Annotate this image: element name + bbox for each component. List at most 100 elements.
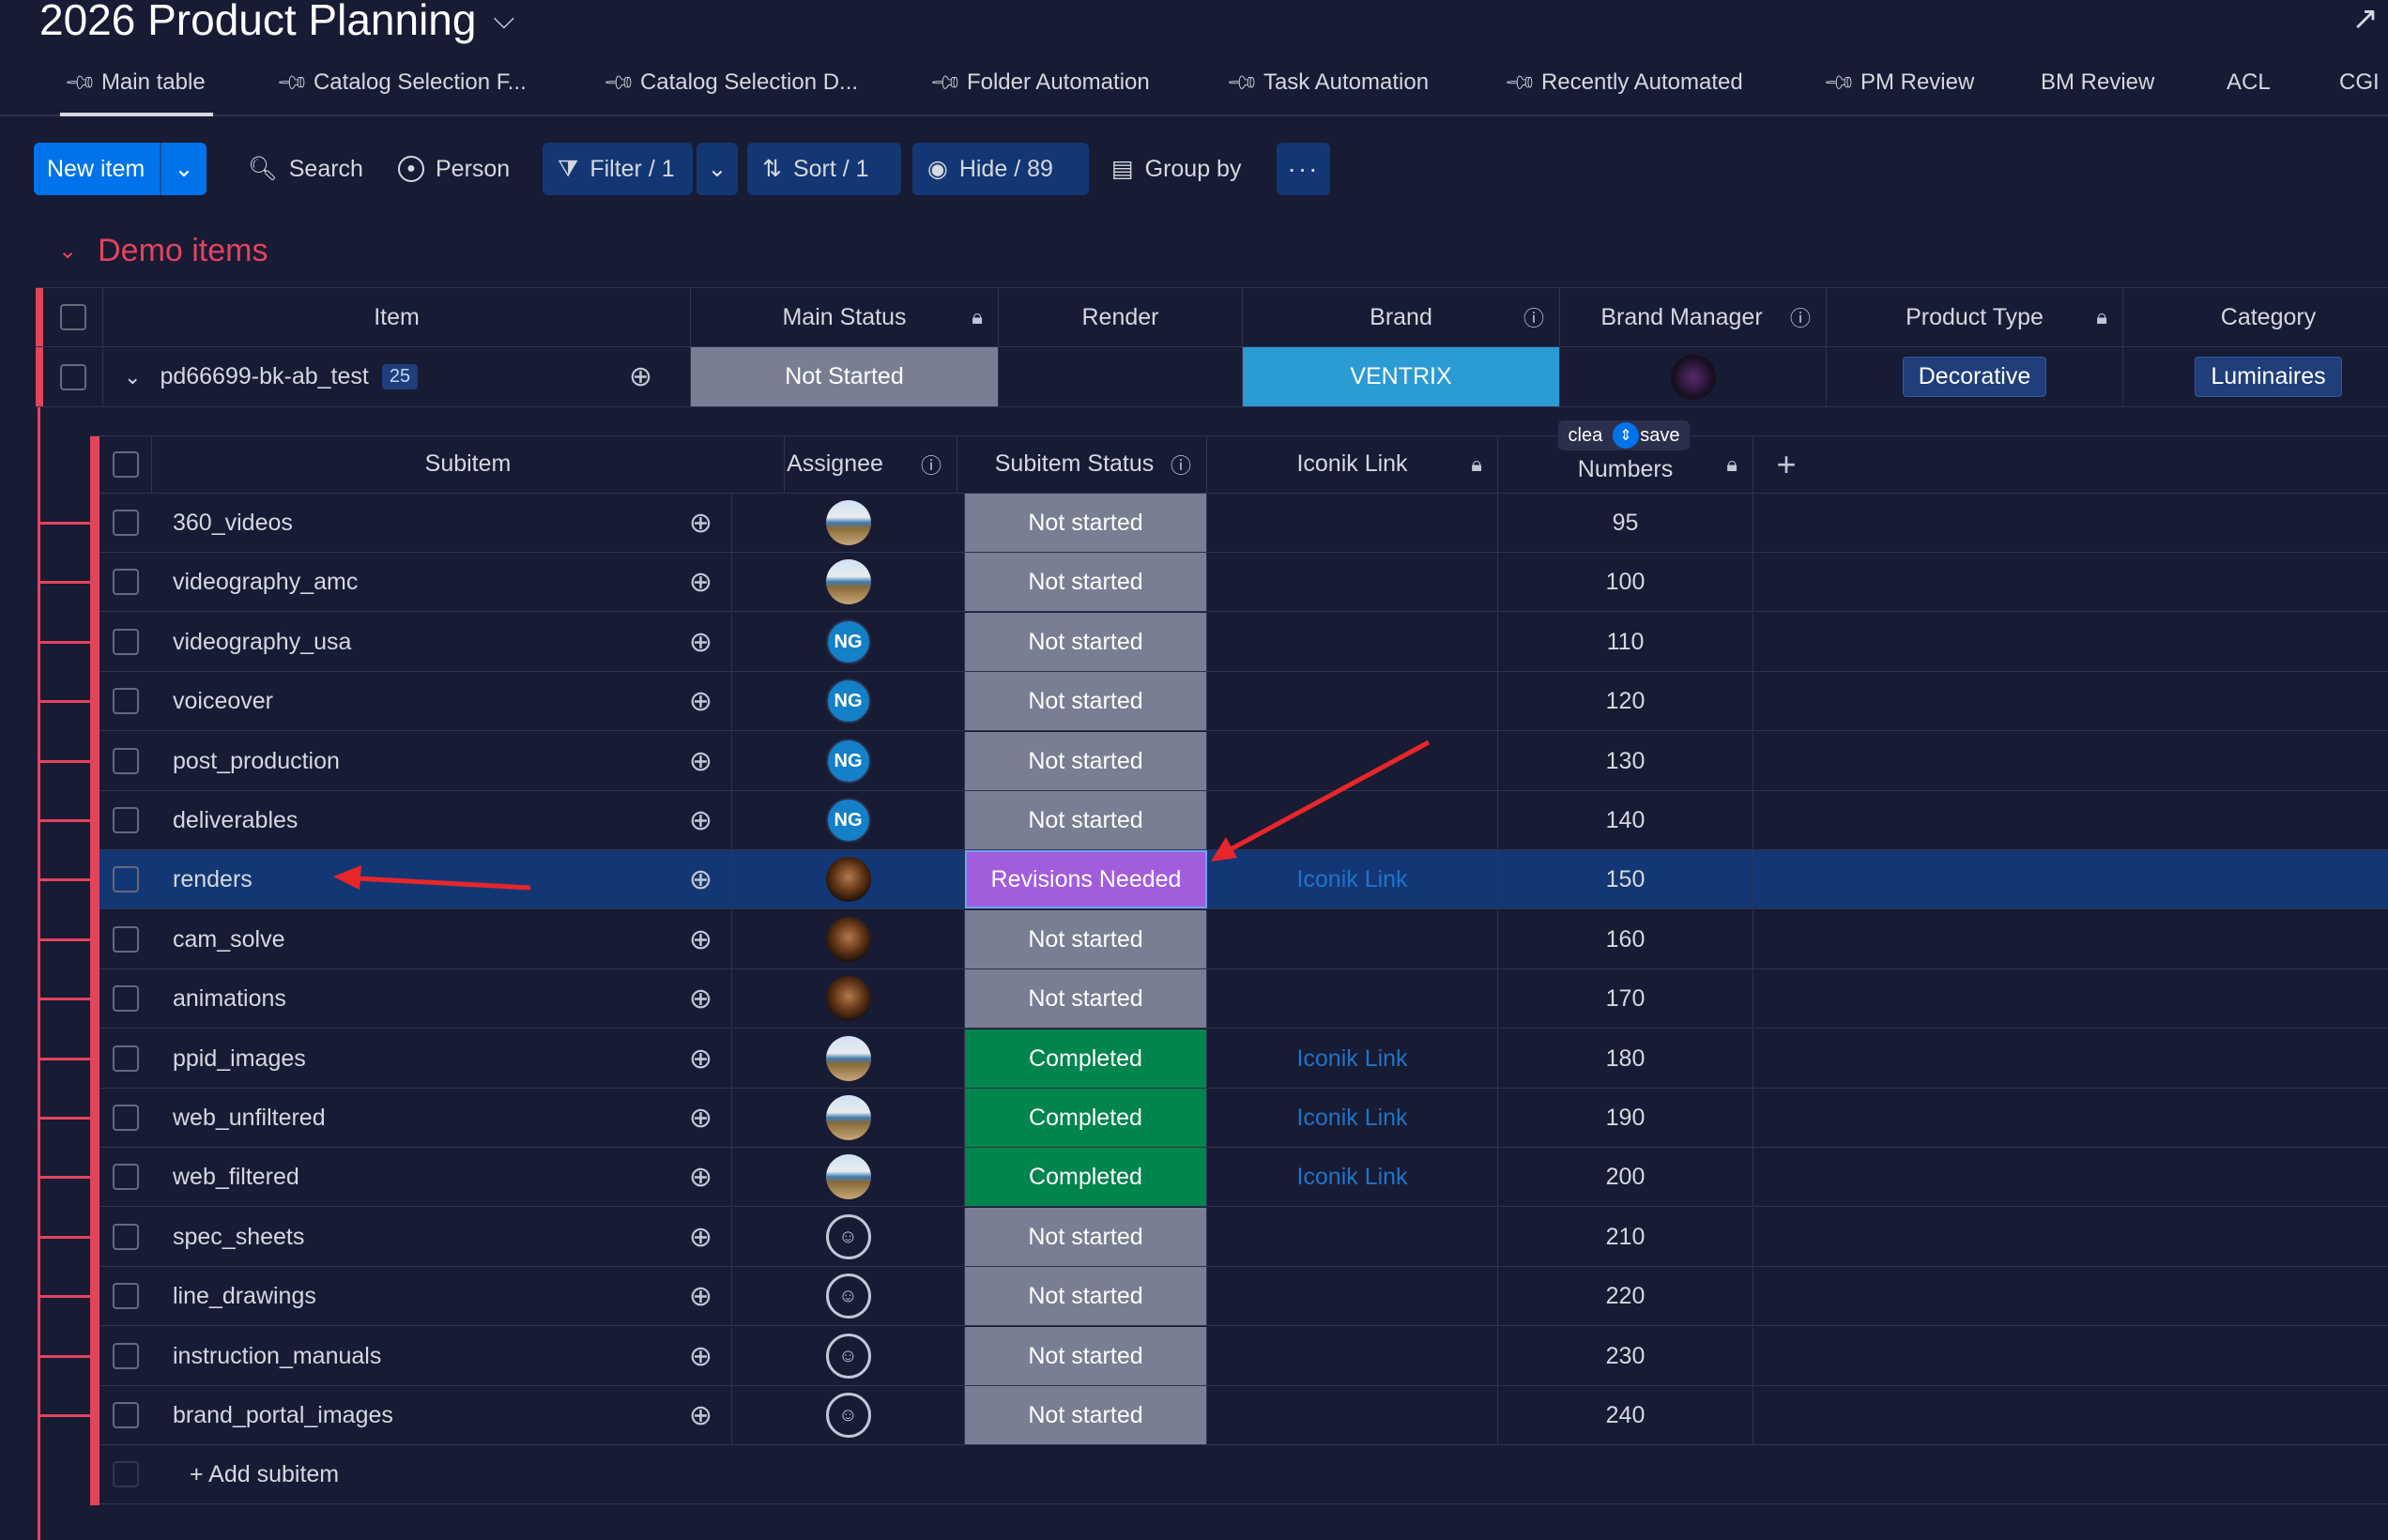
subitem-row[interactable]: web_unfiltered ⊕ Completed Iconik Link 1… <box>100 1089 2388 1148</box>
info-icon[interactable]: ⓘ <box>1789 307 1811 330</box>
select-all-checkbox[interactable] <box>59 304 86 330</box>
subitem-name-cell[interactable]: web_filtered ⊕ <box>152 1148 732 1206</box>
subitem-name[interactable]: brand_portal_images <box>173 1401 393 1428</box>
row-select-cell[interactable] <box>100 850 152 908</box>
subitem-status-cell[interactable]: Completed <box>965 1089 1207 1147</box>
iconik-link-cell[interactable] <box>1207 1267 1498 1325</box>
column-header-brand[interactable]: Brand ⓘ <box>1243 288 1560 346</box>
iconik-link-cell[interactable]: Iconik Link <box>1207 1148 1498 1206</box>
add-update-icon[interactable]: ⊕ <box>688 1043 712 1075</box>
row-select-cell[interactable] <box>100 1148 152 1206</box>
numbers-cell[interactable]: 240 <box>1498 1386 1753 1444</box>
row-checkbox[interactable] <box>113 985 139 1012</box>
subitem-name[interactable]: ppid_images <box>173 1044 306 1072</box>
tab-acl[interactable]: ACL <box>2227 69 2271 96</box>
subitem-name[interactable]: post_production <box>173 747 340 774</box>
row-select-cell[interactable] <box>100 732 152 790</box>
subitem-status-cell[interactable]: Not started <box>965 791 1207 849</box>
row-select-cell[interactable] <box>100 494 152 552</box>
row-select-cell[interactable] <box>100 1029 152 1088</box>
subitem-count-badge[interactable]: 25 <box>381 364 419 389</box>
subitem-status-cell[interactable]: Revisions Needed <box>965 850 1207 908</box>
subitem-row[interactable]: cam_solve ⊕ Not started 160 <box>100 910 2388 969</box>
subitem-row[interactable]: deliverables ⊕ NG Not started 140 <box>100 791 2388 850</box>
assignee-cell[interactable]: ☺︎ <box>732 1327 965 1385</box>
numbers-cell[interactable]: 95 <box>1498 494 1753 552</box>
iconik-link[interactable]: Iconik Link <box>1296 865 1408 892</box>
avatar[interactable]: NG <box>825 798 871 843</box>
subitem-status-cell[interactable]: Not started <box>965 494 1207 552</box>
iconik-link-cell[interactable] <box>1207 1208 1498 1266</box>
row-checkbox[interactable] <box>113 866 139 892</box>
add-update-icon[interactable]: ⊕ <box>688 804 712 836</box>
subitem-name[interactable]: animations <box>173 984 286 1012</box>
info-icon[interactable]: ⓘ <box>1170 453 1191 478</box>
assignee-cell[interactable] <box>732 1089 965 1147</box>
avatar[interactable]: NG <box>825 619 871 664</box>
subitem-status-cell[interactable]: Completed <box>965 1148 1207 1206</box>
row-checkbox[interactable] <box>113 1224 139 1250</box>
chevron-down-icon[interactable]: ⌄ <box>58 238 78 264</box>
add-update-icon[interactable]: ⊕ <box>688 566 712 598</box>
column-header-render[interactable]: Render <box>999 288 1243 346</box>
column-width-tooltip[interactable]: clea ⇕ save <box>1558 420 1690 450</box>
iconik-link[interactable]: Iconik Link <box>1296 1104 1408 1131</box>
column-header-product-type[interactable]: Product Type 🔒︎ <box>1827 288 2123 346</box>
row-checkbox[interactable] <box>113 1105 139 1131</box>
column-header-main-status[interactable]: Main Status 🔒︎ <box>691 288 999 346</box>
subitem-name-cell[interactable]: videography_usa ⊕ <box>152 613 732 671</box>
hide-button[interactable]: ◉ Hide / 89 <box>912 143 1089 195</box>
iconik-link[interactable]: Iconik Link <box>1296 1163 1408 1190</box>
group-header[interactable]: ⌄ Demo items <box>58 233 268 269</box>
row-checkbox[interactable] <box>113 1402 139 1428</box>
tab-pm-review[interactable]: 📌︎ PM Review <box>1823 65 1975 99</box>
subitem-name[interactable]: videography_usa <box>173 628 352 655</box>
avatar[interactable] <box>825 559 871 604</box>
subitem-name-cell[interactable]: deliverables ⊕ <box>152 791 732 849</box>
subitem-name[interactable]: 360_videos <box>173 509 293 536</box>
subitem-row[interactable]: 360_videos ⊕ Not started 95 <box>100 494 2388 553</box>
avatar[interactable] <box>825 976 871 1021</box>
add-update-icon[interactable]: ⊕ <box>688 1399 712 1431</box>
row-select-cell[interactable] <box>100 553 152 611</box>
avatar[interactable]: NG <box>825 739 871 784</box>
numbers-cell[interactable]: 170 <box>1498 969 1753 1028</box>
numbers-cell[interactable]: 190 <box>1498 1089 1753 1147</box>
main-item-row[interactable]: ⌄ pd66699-bk-ab_test 25 ⊕ Not Started VE… <box>36 347 2388 407</box>
column-header-subitem-status[interactable]: Subitem Status ⓘ <box>965 435 1207 493</box>
subitem-name-cell[interactable]: cam_solve ⊕ <box>152 910 732 968</box>
assignee-cell[interactable] <box>732 969 965 1028</box>
add-update-icon[interactable]: ⊕ <box>688 923 712 955</box>
board-title[interactable]: 2026 Product Planning ⌵ <box>39 0 514 45</box>
tab-folder-automation[interactable]: 📌︎ Folder Automation <box>929 65 1150 99</box>
filter-dropdown-chevron-icon[interactable]: ⌄ <box>696 143 738 195</box>
row-checkbox[interactable] <box>113 510 139 536</box>
empty-person-icon[interactable]: ☺︎ <box>825 1273 871 1319</box>
row-checkbox[interactable] <box>113 569 139 595</box>
row-select-cell[interactable] <box>100 1089 152 1147</box>
subitem-name[interactable]: web_filtered <box>173 1163 299 1190</box>
row-select-cell[interactable] <box>100 969 152 1028</box>
iconik-link-cell[interactable] <box>1207 553 1498 611</box>
avatar[interactable] <box>825 917 871 962</box>
new-item-dropdown-chevron-icon[interactable]: ⌄ <box>160 143 207 195</box>
search-button[interactable]: 🔍︎ Search <box>233 143 378 195</box>
add-update-icon[interactable]: ⊕ <box>688 685 712 717</box>
numbers-cell[interactable]: 230 <box>1498 1327 1753 1385</box>
brand-cell[interactable]: VENTRIX <box>1243 347 1560 406</box>
column-header-subitem[interactable]: Subitem <box>152 435 785 493</box>
subitem-status-cell[interactable]: Not started <box>965 553 1207 611</box>
numbers-cell[interactable]: 210 <box>1498 1208 1753 1266</box>
add-update-icon[interactable]: ⊕ <box>688 1280 712 1312</box>
category-cell[interactable]: Luminaires <box>2123 347 2388 406</box>
subitem-status-cell[interactable]: Not started <box>965 1208 1207 1266</box>
subitem-row[interactable]: post_production ⊕ NG Not started 130 <box>100 732 2388 791</box>
subitem-row[interactable]: ppid_images ⊕ Completed Iconik Link 180 <box>100 1029 2388 1089</box>
info-icon[interactable]: ⓘ <box>1523 307 1544 330</box>
column-header-category[interactable]: Category🔒︎ <box>2123 288 2388 346</box>
add-column-button[interactable]: + <box>1753 435 1819 493</box>
numbers-cell[interactable]: 100 <box>1498 553 1753 611</box>
row-checkbox[interactable] <box>113 748 139 774</box>
row-select-cell[interactable] <box>100 613 152 671</box>
subitem-name[interactable]: line_drawings <box>173 1282 316 1309</box>
